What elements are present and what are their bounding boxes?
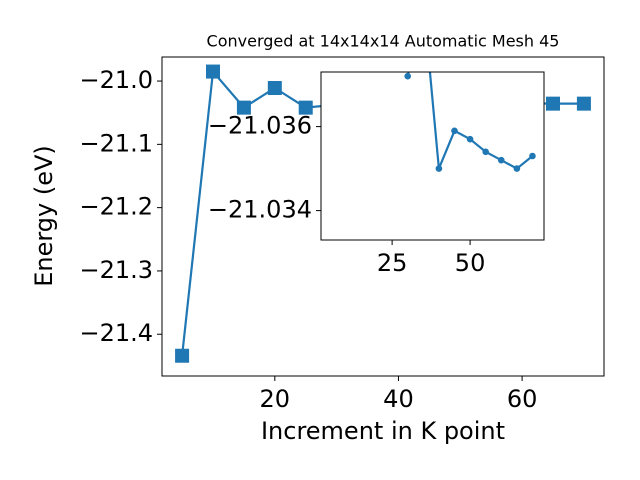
chart-title: Converged at 14x14x14 Automatic Mesh 45: [207, 32, 560, 51]
marker: [236, 100, 251, 115]
marker: [298, 100, 313, 115]
marker: [267, 81, 282, 96]
marker: [451, 127, 458, 135]
y-axis-label: Energy (eV): [30, 145, 58, 287]
axes-frame: [161, 56, 605, 377]
marker: [513, 165, 521, 172]
marker: [529, 152, 536, 160]
y-tick-label: −21.0: [79, 66, 153, 94]
y-tick-label: −21.4: [79, 319, 153, 347]
y-tick-label: −21.036: [208, 112, 312, 140]
marker: [206, 64, 220, 79]
marker: [546, 96, 560, 111]
y-tick-label: −21.034: [208, 196, 312, 224]
marker: [576, 96, 591, 111]
y-tick-label: −21.1: [79, 129, 153, 157]
marker: [435, 165, 443, 172]
x-tick-label: 40: [383, 385, 414, 413]
marker: [175, 348, 190, 363]
axes-frame: [320, 71, 545, 241]
marker: [404, 72, 412, 80]
x-tick-label: 50: [455, 249, 486, 277]
y-tick-label: −21.2: [79, 193, 153, 221]
marker: [482, 148, 489, 156]
marker: [420, 0, 427, 4]
x-tick-label: 20: [260, 385, 291, 413]
x-axis-label: Increment in K point: [261, 417, 505, 445]
series: [404, 0, 536, 172]
marker: [497, 156, 505, 164]
marker: [466, 135, 474, 143]
y-tick-label: −21.3: [79, 256, 153, 284]
x-tick-label: 25: [377, 249, 408, 277]
x-tick-label: 60: [507, 385, 538, 413]
